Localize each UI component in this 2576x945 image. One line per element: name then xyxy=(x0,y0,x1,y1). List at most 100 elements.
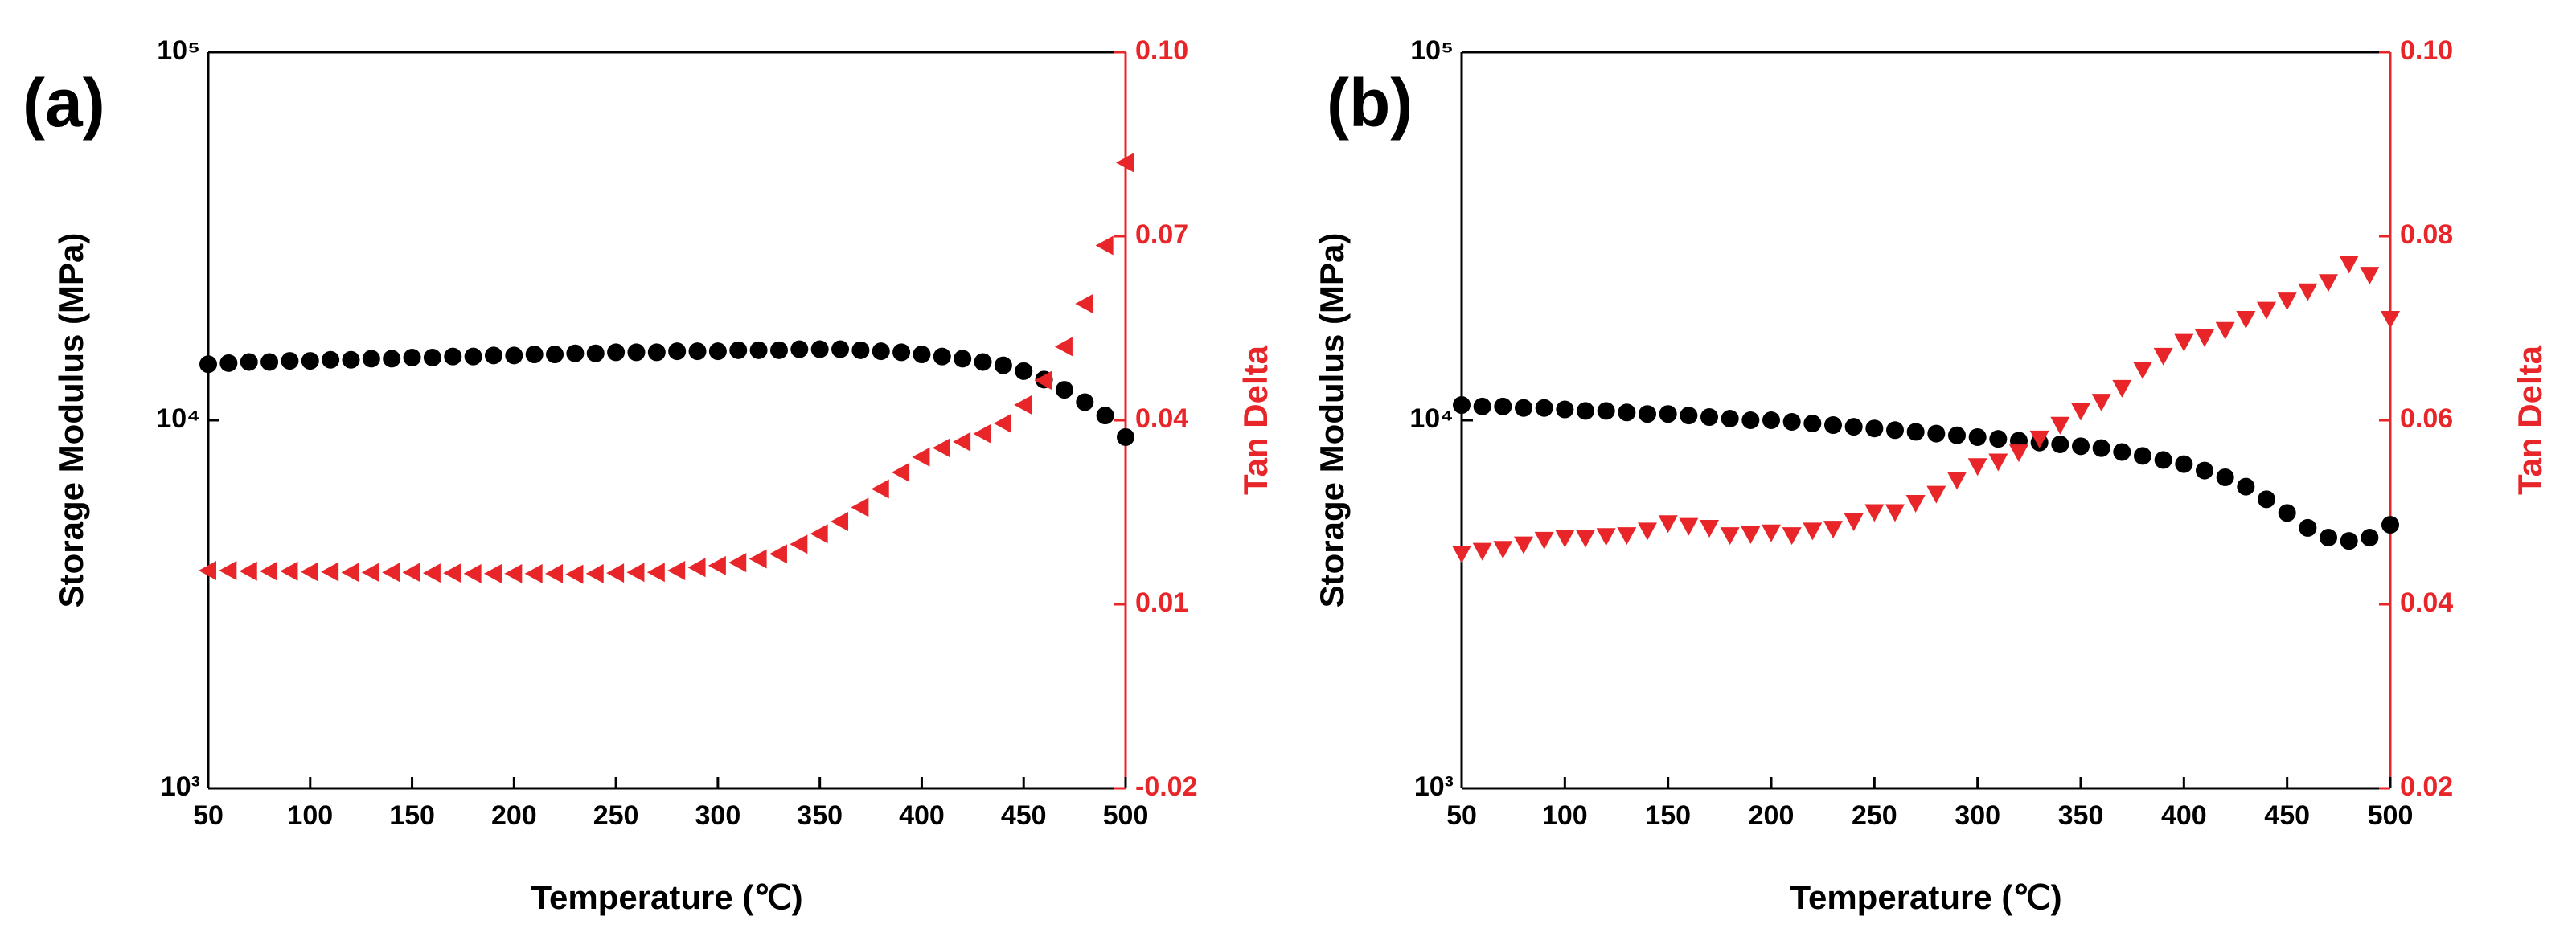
x-tick-label: 100 xyxy=(287,800,333,831)
point xyxy=(1555,530,1575,548)
point xyxy=(2133,362,2152,380)
point xyxy=(1055,381,1073,399)
point xyxy=(749,549,767,569)
point xyxy=(913,346,931,364)
y-tick-label: 10³ xyxy=(161,771,200,802)
point xyxy=(2071,403,2090,421)
point xyxy=(1658,515,1678,534)
point xyxy=(790,340,809,358)
point xyxy=(1075,293,1093,313)
point xyxy=(626,562,645,583)
x-tick-label: 250 xyxy=(593,800,639,831)
point xyxy=(1967,458,1987,477)
point xyxy=(2216,468,2234,486)
point xyxy=(2196,461,2213,480)
y-tick-label: 10⁵ xyxy=(1410,35,1454,66)
x-tick-label: 500 xyxy=(1103,800,1149,831)
point xyxy=(1618,403,1636,422)
point xyxy=(300,562,318,582)
point xyxy=(422,563,441,583)
point xyxy=(464,347,482,366)
point xyxy=(382,562,400,583)
point xyxy=(240,353,258,371)
y2-axis-title: Tan Delta xyxy=(2511,345,2549,495)
point xyxy=(973,423,991,444)
y-axis-title: Storage Modulus (MPa) xyxy=(1313,233,1351,608)
point xyxy=(2050,416,2070,435)
point xyxy=(993,413,1011,433)
point xyxy=(1885,504,1905,522)
y-tick-label: 10⁴ xyxy=(156,403,200,434)
point xyxy=(2154,451,2172,469)
point xyxy=(2153,347,2173,366)
point xyxy=(647,343,666,362)
point xyxy=(1886,421,1904,440)
point xyxy=(627,343,646,362)
x-tick-label: 300 xyxy=(1955,800,2000,831)
point xyxy=(954,350,972,368)
point xyxy=(1617,527,1637,546)
x-tick-label: 450 xyxy=(2264,800,2310,831)
point xyxy=(1906,423,1925,441)
point xyxy=(423,349,441,367)
point xyxy=(1803,415,1822,433)
point xyxy=(1824,416,1842,435)
point xyxy=(769,544,787,564)
point xyxy=(1639,405,1656,423)
point xyxy=(1741,526,1761,544)
point xyxy=(1927,424,1946,443)
x-tick-label: 150 xyxy=(389,800,435,831)
y2-tick-label: 0.10 xyxy=(1135,35,1188,66)
point xyxy=(1515,399,1532,417)
point xyxy=(1680,407,1698,425)
point xyxy=(790,534,808,554)
point xyxy=(646,562,665,583)
x-tick-label: 50 xyxy=(193,800,224,831)
x-tick-label: 100 xyxy=(1542,800,1588,831)
point xyxy=(1576,530,1595,548)
point xyxy=(871,479,889,499)
point xyxy=(1452,546,1471,564)
x-tick-label: 350 xyxy=(797,800,843,831)
x-tick-label: 150 xyxy=(1645,800,1691,831)
point xyxy=(974,353,992,371)
x-tick-label: 200 xyxy=(491,800,537,831)
point xyxy=(281,352,299,370)
point xyxy=(708,555,726,575)
point xyxy=(483,563,502,583)
point xyxy=(1015,362,1033,380)
point xyxy=(2299,518,2317,537)
x-tick-label: 400 xyxy=(899,800,945,831)
point xyxy=(301,352,319,370)
point xyxy=(402,562,420,583)
point xyxy=(321,562,339,582)
point xyxy=(2134,447,2151,465)
point xyxy=(606,563,625,583)
point xyxy=(1989,430,2008,448)
point xyxy=(1823,521,1843,539)
point xyxy=(484,346,502,365)
point xyxy=(341,562,359,583)
point xyxy=(444,347,462,366)
point xyxy=(2360,267,2380,285)
point xyxy=(1988,453,2008,472)
point xyxy=(504,563,523,583)
y-tick-label: 10³ xyxy=(1414,771,1454,802)
point xyxy=(1947,472,1967,490)
point xyxy=(1720,527,1740,546)
point xyxy=(505,346,523,365)
y-tick-label: 10⁴ xyxy=(1409,403,1454,434)
point xyxy=(322,350,340,369)
point xyxy=(586,344,605,362)
point xyxy=(1700,408,1718,427)
point xyxy=(2298,283,2318,301)
point xyxy=(810,524,828,544)
point xyxy=(443,563,461,583)
point xyxy=(2257,301,2276,320)
point xyxy=(2113,443,2131,461)
x-tick-label: 350 xyxy=(2058,800,2104,831)
point xyxy=(280,561,298,581)
point xyxy=(2320,528,2337,546)
point xyxy=(1782,527,1802,546)
point xyxy=(2174,333,2194,352)
